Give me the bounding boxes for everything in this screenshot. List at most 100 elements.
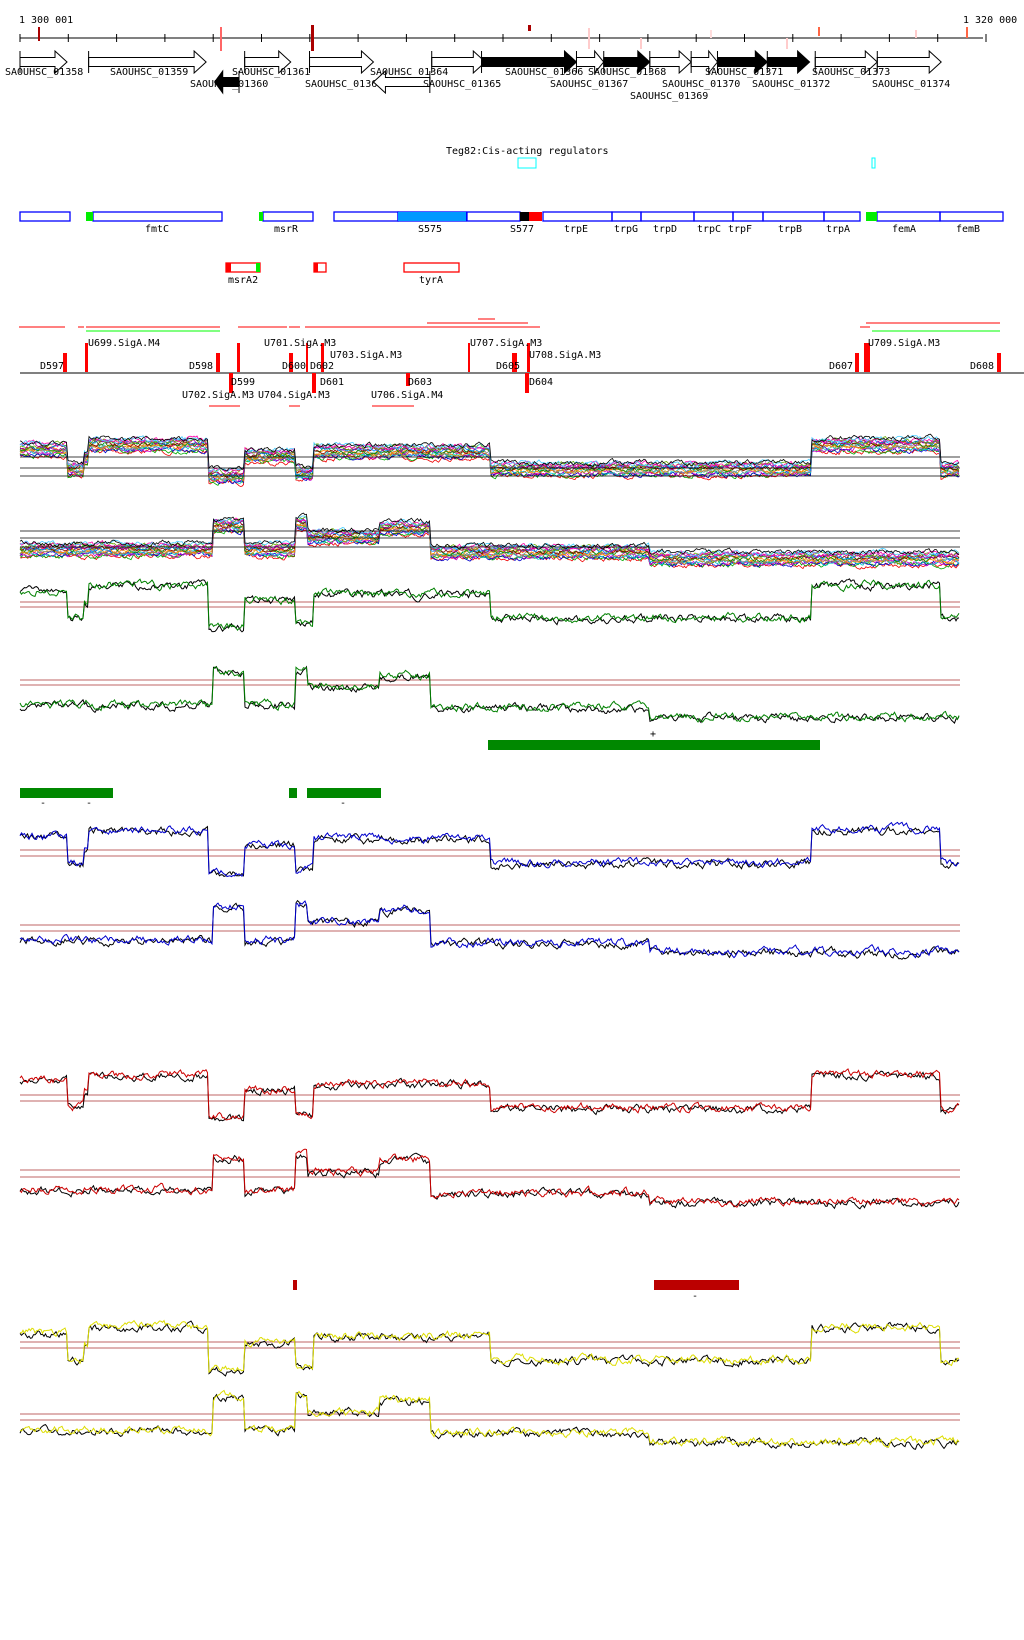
strand-bar bbox=[654, 1280, 739, 1290]
segment-marker bbox=[312, 373, 316, 393]
segment-marker bbox=[306, 343, 308, 372]
gene-label: SAOUHSC_01360 bbox=[190, 79, 268, 90]
gene-track: SAOUHSC_01358 SAOUHSC_01359SAOUHSC_01360S… bbox=[5, 49, 950, 102]
strand-bar bbox=[307, 788, 381, 798]
feature-box bbox=[939, 211, 1004, 222]
gene-label: SAOUHSC_01365 bbox=[423, 79, 501, 90]
signal-trace bbox=[19, 825, 960, 878]
feature-label: femA bbox=[892, 224, 916, 235]
ruler-end-label: 1 320 000 bbox=[963, 15, 1017, 26]
variant-mark bbox=[710, 30, 712, 38]
regulator-box bbox=[871, 157, 876, 169]
gene-arrow bbox=[690, 49, 719, 75]
segment-label: U702.SigA.M3 bbox=[182, 390, 254, 401]
gene-arrow bbox=[431, 49, 487, 75]
variant-mark bbox=[786, 38, 788, 49]
gene-arrow bbox=[19, 49, 68, 75]
feature-box bbox=[225, 262, 261, 273]
segment-label: U699.SigA.M4 bbox=[88, 338, 160, 349]
feature-box bbox=[542, 211, 613, 222]
gene-label: SAOUHSC_01363 bbox=[305, 79, 383, 90]
signal-trace bbox=[19, 525, 960, 567]
feature-track: fmtC msrR S575 S577 trpE trpG trpD trpC trpF trpB… bbox=[19, 157, 1004, 286]
gene-label: SAOUHSC_01368 bbox=[588, 67, 666, 78]
strand-mark: - bbox=[40, 798, 46, 809]
feature-fill bbox=[314, 263, 318, 272]
gene-label: SAOUHSC_01372 bbox=[752, 79, 830, 90]
segment-label: D598 bbox=[189, 361, 213, 372]
variant-mark bbox=[38, 27, 40, 41]
feature-label: msrA2 bbox=[228, 275, 258, 286]
signal-trace bbox=[19, 1392, 960, 1450]
variant-mark bbox=[220, 27, 222, 51]
coordinate-ruler: 1 300 001 1 320 000 bbox=[19, 15, 1017, 51]
feature-label: trpF bbox=[728, 224, 752, 235]
segment-marker bbox=[237, 343, 240, 372]
feature-box bbox=[732, 211, 764, 222]
feature-box bbox=[262, 211, 314, 222]
signal-trace bbox=[19, 1148, 960, 1208]
feature-box bbox=[640, 211, 695, 222]
signal-trace bbox=[19, 433, 960, 472]
feature-label: trpC bbox=[697, 224, 721, 235]
feature-box bbox=[693, 211, 734, 222]
strand-bar bbox=[20, 788, 113, 798]
gene-arrow bbox=[649, 49, 692, 75]
gene-arrow bbox=[716, 49, 769, 75]
feature-box bbox=[762, 211, 825, 222]
segment-label: D601 bbox=[320, 377, 344, 388]
signal-trace bbox=[19, 821, 960, 878]
feature-label: trpG bbox=[614, 224, 638, 235]
signal-trace bbox=[19, 517, 960, 558]
feature-box bbox=[92, 211, 223, 222]
segment-label: D608 bbox=[970, 361, 994, 372]
feature-box bbox=[403, 262, 460, 273]
gene-arrow bbox=[876, 49, 942, 75]
variant-mark bbox=[818, 27, 820, 36]
feature-label: trpB bbox=[778, 224, 802, 235]
segment-label: U703.SigA.M3 bbox=[330, 350, 402, 361]
gene-arrow bbox=[309, 49, 375, 75]
feature-fill bbox=[226, 263, 231, 272]
strand-bar bbox=[289, 788, 297, 798]
segment-label: D599 bbox=[231, 377, 255, 388]
feature-label: trpD bbox=[653, 224, 677, 235]
gene-label: SAOUHSC_01366 bbox=[505, 67, 583, 78]
segment-marker bbox=[525, 373, 529, 393]
ruler-start-label: 1 300 001 bbox=[19, 15, 73, 26]
feature-fill bbox=[529, 212, 542, 221]
segment-label: U707.SigA.M3 bbox=[470, 338, 542, 349]
signal-trace bbox=[19, 666, 960, 723]
gene-label: SAOUHSC_01359 bbox=[110, 67, 188, 78]
signal-trace bbox=[19, 900, 960, 959]
variant-mark bbox=[915, 30, 917, 38]
segment-label: D603 bbox=[408, 377, 432, 388]
gene-arrow bbox=[372, 69, 431, 95]
feature-fill bbox=[520, 212, 529, 221]
feature-box bbox=[876, 211, 941, 222]
segment-marker bbox=[216, 353, 220, 372]
signal-trace bbox=[19, 1070, 959, 1122]
promoter-mark bbox=[866, 212, 877, 221]
gene-arrow bbox=[88, 49, 207, 75]
gene-arrow bbox=[603, 49, 651, 75]
segment-marker bbox=[321, 343, 324, 372]
feature-box bbox=[611, 211, 642, 222]
segment-marker bbox=[527, 343, 530, 372]
feature-label: trpA bbox=[826, 224, 850, 235]
gene-label: SAOUHSC_01374 bbox=[872, 79, 950, 90]
feature-label: fmtC bbox=[145, 224, 169, 235]
segment-label: U704.SigA.M3 bbox=[258, 390, 330, 401]
feature-label: femB bbox=[956, 224, 980, 235]
segment-label: D604 bbox=[529, 377, 553, 388]
promoter-mark bbox=[259, 212, 263, 221]
feature-label: trpE bbox=[564, 224, 588, 235]
promoter-mark bbox=[86, 212, 93, 221]
gene-label: SAOUHSC_01367 bbox=[550, 79, 628, 90]
gene-arrow bbox=[766, 49, 811, 75]
segment-label: D597 bbox=[40, 361, 64, 372]
variant-mark bbox=[640, 38, 642, 49]
signal-trace bbox=[19, 1068, 960, 1121]
regulator-box bbox=[517, 157, 537, 169]
